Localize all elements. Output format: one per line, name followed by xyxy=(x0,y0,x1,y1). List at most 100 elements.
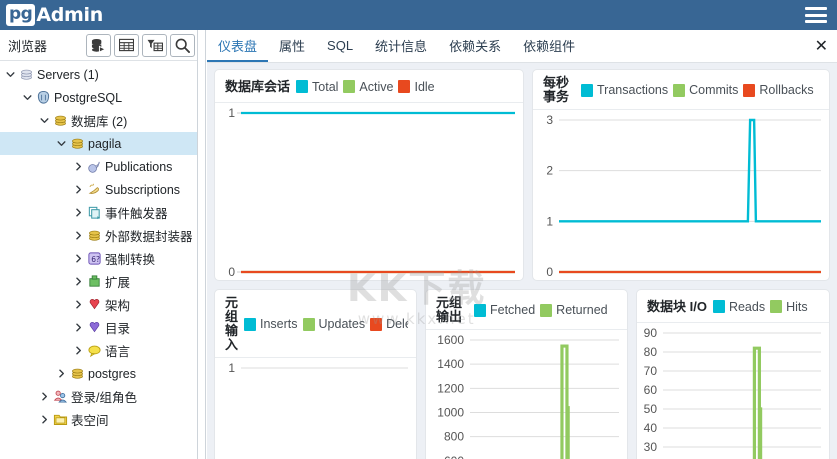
legend-item[interactable]: Updates xyxy=(302,317,365,331)
tree-item-1[interactable]: PostgreSQL xyxy=(0,86,197,109)
legend-item[interactable]: Rollbacks xyxy=(743,83,814,97)
view-data-button[interactable] xyxy=(114,33,139,57)
login-role-icon xyxy=(51,389,69,404)
chevron-right-icon[interactable] xyxy=(72,254,85,263)
tree-item-13[interactable]: postgres xyxy=(0,362,197,385)
filtered-rows-button[interactable] xyxy=(142,33,167,57)
search-icon[interactable] xyxy=(170,33,195,57)
legend-item[interactable]: Commits xyxy=(673,83,738,97)
tree-item-12[interactable]: 语言 xyxy=(0,339,197,362)
chevron-right-icon[interactable] xyxy=(55,369,68,378)
tab-bar: 仪表盘 属性 SQL 统计信息 依赖关系 依赖组件 ✕ xyxy=(207,30,837,63)
chart-plot: 3 2 1 0 xyxy=(533,110,829,280)
hamburger-menu-icon[interactable] xyxy=(805,7,827,23)
tree-item-label: 扩展 xyxy=(105,276,131,290)
legend-item[interactable]: Inserts xyxy=(244,317,298,331)
chevron-right-icon[interactable] xyxy=(72,208,85,217)
chevron-right-icon[interactable] xyxy=(72,277,85,286)
chevron-right-icon[interactable] xyxy=(72,346,85,355)
legend-swatch xyxy=(770,300,783,313)
tree-item-6[interactable]: 事件触发器 xyxy=(0,201,197,224)
legend-label: Reads xyxy=(728,299,766,314)
tab-3[interactable]: 统计信息 xyxy=(364,30,438,62)
svg-text:1600: 1600 xyxy=(437,333,464,347)
svg-text:1400: 1400 xyxy=(437,357,464,371)
postgresql-icon xyxy=(34,90,52,105)
chart-title: 数据块 I/O xyxy=(647,298,707,314)
chevron-right-icon[interactable] xyxy=(72,231,85,240)
browser-title: 浏览器 xyxy=(8,38,48,54)
svg-text:600: 600 xyxy=(444,454,464,459)
query-tool-button[interactable] xyxy=(86,33,111,57)
legend-swatch xyxy=(296,80,309,93)
chevron-down-icon[interactable] xyxy=(38,116,51,125)
legend-item[interactable]: Deletes xyxy=(370,317,408,331)
tree-item-3[interactable]: pagila xyxy=(0,132,197,155)
tab-2[interactable]: SQL xyxy=(316,30,364,62)
tab-5[interactable]: 依赖组件 xyxy=(512,30,586,62)
tree-item-4[interactable]: Publications xyxy=(0,155,197,178)
svg-text:50: 50 xyxy=(644,402,658,416)
tree-item-15[interactable]: 表空间 xyxy=(0,408,197,431)
svg-text:30: 30 xyxy=(644,440,658,454)
legend-item[interactable]: Reads xyxy=(712,299,766,314)
tab-4[interactable]: 依赖关系 xyxy=(438,30,512,62)
tree-item-5[interactable]: Subscriptions xyxy=(0,178,197,201)
chart-header: 元组输入 Inserts Updates Deletes xyxy=(215,290,416,358)
legend-item[interactable]: Transactions xyxy=(581,83,668,97)
chart-header: 数据库会话 Total Active Idle xyxy=(215,70,523,103)
tree-item-label: 外部数据封装器 xyxy=(105,230,193,244)
catalog-icon xyxy=(85,320,103,335)
app-logo: pg Admin xyxy=(6,4,103,26)
chart-title: 数据库会话 xyxy=(225,78,291,94)
svg-text:1: 1 xyxy=(228,361,235,375)
legend-item[interactable]: Returned xyxy=(540,303,608,317)
close-tab-button[interactable]: ✕ xyxy=(814,38,828,55)
legend-item[interactable]: Hits xyxy=(770,300,808,314)
tree-item-0[interactable]: Servers (1) xyxy=(0,63,197,86)
tree-item-14[interactable]: 登录/组角色 xyxy=(0,385,197,408)
svg-text:800: 800 xyxy=(444,430,464,444)
tree-item-7[interactable]: 外部数据封装器 xyxy=(0,224,197,247)
chevron-down-icon[interactable] xyxy=(21,93,34,102)
pane-splitter[interactable] xyxy=(198,30,206,459)
chart-plot: 1 xyxy=(215,358,416,459)
chart-legend: Inserts Updates Deletes xyxy=(244,317,408,331)
servers-icon xyxy=(17,67,35,82)
cast-icon: 6? xyxy=(85,251,103,266)
tab-0[interactable]: 仪表盘 xyxy=(207,30,269,62)
tree-item-11[interactable]: 目录 xyxy=(0,316,197,339)
legend-label: Idle xyxy=(414,79,435,94)
svg-text:80: 80 xyxy=(644,345,658,359)
tree-item-9[interactable]: 扩展 xyxy=(0,270,197,293)
legend-item[interactable]: Total xyxy=(296,80,338,94)
legend-item[interactable]: Active xyxy=(343,80,393,94)
chevron-right-icon[interactable] xyxy=(72,300,85,309)
chevron-right-icon[interactable] xyxy=(72,323,85,332)
legend-item[interactable]: Fetched xyxy=(474,303,535,317)
chevron-down-icon[interactable] xyxy=(55,139,68,148)
language-icon xyxy=(85,343,103,358)
chevron-right-icon[interactable] xyxy=(72,185,85,194)
tree-item-10[interactable]: 架构 xyxy=(0,293,197,316)
chart-header: 每秒事务 Transactions Commits Rollbacks xyxy=(533,70,829,110)
chart-legend: Transactions Commits Rollbacks xyxy=(581,83,814,97)
chevron-right-icon[interactable] xyxy=(38,415,51,424)
tab-label: 依赖组件 xyxy=(523,38,576,54)
chart-legend: Reads Hits xyxy=(712,299,808,314)
tree-item-2[interactable]: 数据库 (2) xyxy=(0,109,197,132)
chart-card-block-io: 数据块 I/OReadsHits908070605040302010 xyxy=(636,289,830,459)
legend-label: Hits xyxy=(786,299,808,314)
chevron-down-icon[interactable] xyxy=(4,70,17,79)
tree-item-label: PostgreSQL xyxy=(54,90,123,105)
object-tree[interactable]: Servers (1) PostgreSQL 数据库 (2) pagila Public… xyxy=(0,61,197,459)
chart-legend: Total Active Idle xyxy=(296,80,435,94)
chevron-right-icon[interactable] xyxy=(38,392,51,401)
tree-item-8[interactable]: 6? 强制转换 xyxy=(0,247,197,270)
legend-item[interactable]: Idle xyxy=(398,79,435,94)
tree-item-label: 事件触发器 xyxy=(105,207,168,221)
legend-label: Rollbacks xyxy=(759,83,814,97)
browser-header: 浏览器 xyxy=(0,30,197,61)
tab-1[interactable]: 属性 xyxy=(268,30,316,62)
chevron-right-icon[interactable] xyxy=(72,162,85,171)
